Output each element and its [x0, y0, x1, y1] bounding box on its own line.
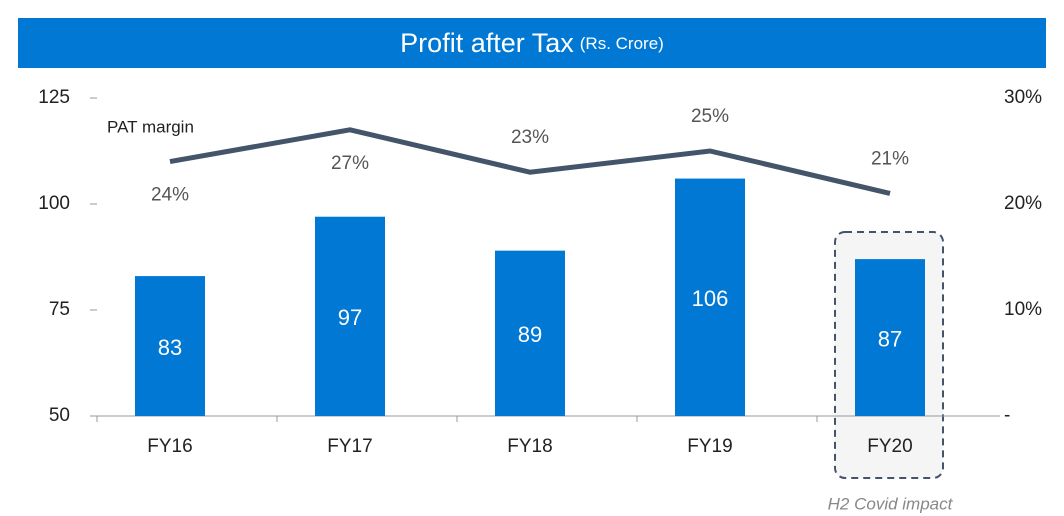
x-tick-label: FY16: [147, 436, 192, 457]
bar-label: 87: [878, 326, 902, 351]
line-label: 21%: [871, 148, 909, 169]
line-label: 24%: [151, 185, 189, 206]
x-tick-label: FY17: [327, 436, 372, 457]
chart-title: Profit after Tax: [400, 28, 574, 58]
bar: [315, 216, 385, 416]
bar-label: 89: [518, 322, 542, 347]
chart-subtitle: (Rs. Crore): [580, 34, 664, 53]
y2-tick-label: 20%: [1004, 193, 1042, 214]
bar: [135, 276, 205, 416]
bar: [675, 178, 745, 416]
x-tick-label: FY18: [507, 436, 552, 457]
y-tick-label: 100: [38, 193, 70, 214]
line: [169, 127, 891, 196]
title-bar: [18, 18, 1046, 68]
y-tick-label: 75: [49, 299, 70, 320]
x-tick-label: FY19: [687, 436, 732, 457]
y-tick-label: 50: [49, 405, 70, 426]
annotation: H2 Covid impact: [828, 494, 954, 513]
line-label: 25%: [691, 106, 729, 127]
y2-tick-label: 30%: [1004, 87, 1042, 108]
y2-tick-label: 10%: [1004, 299, 1042, 320]
bar-label: 83: [158, 335, 182, 360]
bar: [495, 250, 565, 416]
x-tick-label: FY20: [867, 436, 912, 457]
line-label: 27%: [331, 153, 369, 174]
y-tick-label: 125: [38, 87, 70, 108]
chart-title-group: Profit after Tax (Rs. Crore): [400, 28, 664, 58]
legend-label: PAT margin: [107, 117, 194, 136]
y2-tick-label: -: [1004, 405, 1010, 426]
line-label: 23%: [511, 127, 549, 148]
bar: [855, 259, 925, 416]
bar-label: 106: [692, 286, 729, 311]
bar-label: 97: [338, 305, 362, 330]
